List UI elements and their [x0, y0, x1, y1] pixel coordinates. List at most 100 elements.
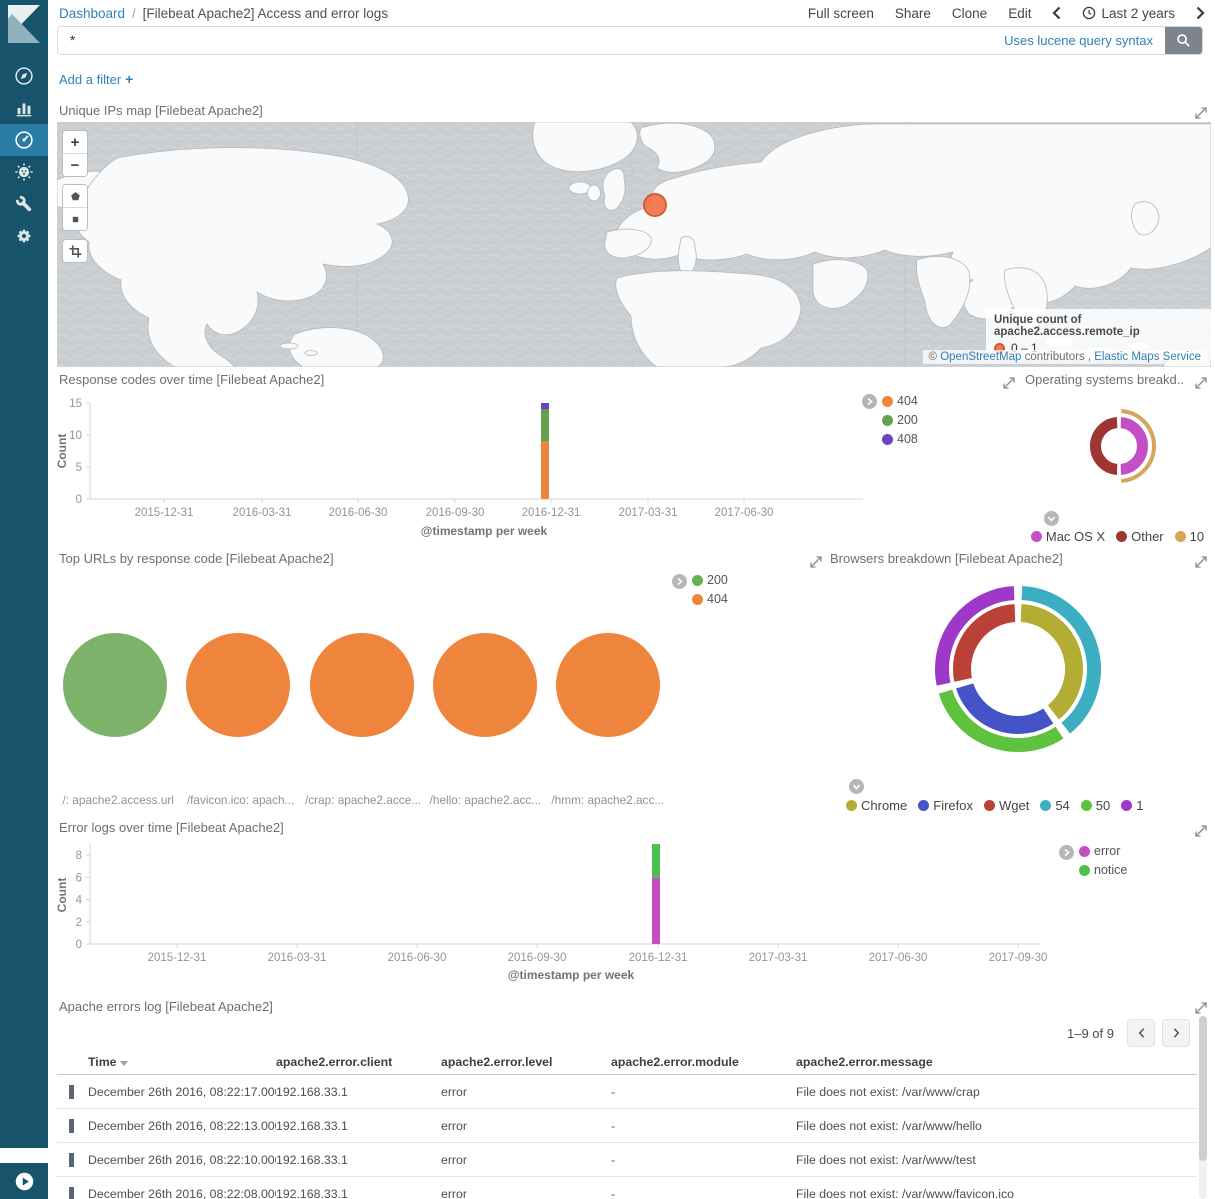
- gear-icon: [13, 225, 35, 247]
- top-urls-expand-icon[interactable]: [810, 555, 822, 567]
- osm-link[interactable]: OpenStreetMap: [940, 351, 1021, 363]
- legend-item-200[interactable]: 200: [882, 413, 918, 427]
- pie-404[interactable]: [556, 633, 660, 737]
- os-legend-toggle[interactable]: [1044, 511, 1059, 531]
- error-logs-expand-icon[interactable]: [1195, 824, 1207, 836]
- browsers-sunburst[interactable]: [932, 582, 1108, 758]
- top-urls-legend-toggle[interactable]: [672, 574, 687, 594]
- unique-ips-map[interactable]: + − Unique count of apache2.access.remot…: [57, 122, 1211, 367]
- column-header-apache2.error.message[interactable]: apache2.error.message: [796, 1055, 1197, 1069]
- column-header-Time[interactable]: Time: [88, 1055, 276, 1069]
- next-page-button[interactable]: [1162, 1019, 1190, 1047]
- row-expand-icon[interactable]: [69, 1153, 74, 1167]
- os-breakdown-expand-icon[interactable]: [1195, 376, 1207, 388]
- pie-404[interactable]: [186, 633, 290, 737]
- prev-page-button[interactable]: [1127, 1019, 1155, 1047]
- legend-item-54[interactable]: 54: [1040, 798, 1069, 813]
- add-filter-plus-icon[interactable]: +: [125, 71, 133, 87]
- error-logs-legend-toggle[interactable]: [1059, 845, 1074, 865]
- collapse-nav-button[interactable]: [0, 1163, 48, 1199]
- lucene-syntax-link[interactable]: Uses lucene query syntax: [1004, 33, 1153, 48]
- legend-item-Firefox[interactable]: Firefox: [918, 798, 973, 813]
- map-marker[interactable]: [644, 194, 666, 216]
- sidebar-item-discover[interactable]: [0, 60, 48, 92]
- sidebar-item-timelion[interactable]: [0, 156, 48, 188]
- response-legend-toggle[interactable]: [862, 394, 877, 414]
- legend-item-Mac OS X[interactable]: Mac OS X: [1031, 529, 1105, 544]
- bar-segment-404[interactable]: [541, 441, 549, 499]
- sidebar-item-devtools[interactable]: [0, 188, 48, 220]
- legend-item-Other[interactable]: Other: [1116, 529, 1164, 544]
- error-logs-chart[interactable]: 024682015-12-312016-03-312016-06-302016-…: [57, 840, 1057, 990]
- time-picker[interactable]: Last 2 years: [1082, 6, 1175, 21]
- zoom-out-button[interactable]: −: [63, 154, 87, 176]
- slice-Other[interactable]: [1089, 416, 1118, 476]
- errors-table-title: Apache errors log [Filebeat Apache2]: [59, 999, 273, 1014]
- clone-button[interactable]: Clone: [952, 6, 987, 21]
- time-back-icon[interactable]: [1052, 6, 1061, 20]
- svg-text:5: 5: [76, 462, 82, 474]
- fit-bounds-button[interactable]: [63, 240, 87, 262]
- pie-404[interactable]: [433, 633, 537, 737]
- legend-item-Wget[interactable]: Wget: [984, 798, 1029, 813]
- table-scrollbar[interactable]: [1199, 1016, 1207, 1199]
- row-expand-icon[interactable]: [69, 1119, 74, 1133]
- table-cell: 192.168.33.1: [276, 1085, 441, 1099]
- breadcrumb-separator: /: [132, 6, 136, 21]
- response-codes-expand-icon[interactable]: [1003, 376, 1015, 388]
- bar-segment-error[interactable]: [652, 877, 660, 944]
- kibana-logo[interactable]: [0, 0, 48, 48]
- legend-item-50[interactable]: 50: [1081, 798, 1110, 813]
- bar-segment-200[interactable]: [541, 409, 549, 441]
- pie-200[interactable]: [63, 633, 167, 737]
- legend-dot: [1121, 800, 1132, 811]
- legend-item-404[interactable]: 404: [882, 394, 918, 408]
- legend-item-404[interactable]: 404: [692, 592, 728, 606]
- zoom-in-button[interactable]: +: [63, 131, 87, 154]
- top-urls-pies[interactable]: [57, 630, 669, 742]
- sidebar-item-visualize[interactable]: [0, 92, 48, 124]
- add-filter-link[interactable]: Add a filter: [59, 72, 121, 87]
- row-expand-icon[interactable]: [69, 1085, 74, 1099]
- os-breakdown-donut[interactable]: [1020, 392, 1215, 507]
- sidebar-item-dashboard[interactable]: [0, 124, 48, 156]
- edit-button[interactable]: Edit: [1008, 6, 1031, 21]
- legend-label: 200: [707, 573, 728, 587]
- share-button[interactable]: Share: [895, 6, 931, 21]
- legend-item-408[interactable]: 408: [882, 432, 918, 446]
- bar-segment-notice[interactable]: [652, 844, 660, 877]
- table-cell: 192.168.33.1: [276, 1153, 441, 1167]
- query-input[interactable]: *: [58, 33, 1004, 48]
- svg-text:0: 0: [76, 939, 82, 951]
- draw-rectangle-button[interactable]: [63, 208, 87, 230]
- bar-segment-408[interactable]: [541, 403, 549, 409]
- legend-item-error[interactable]: error: [1079, 844, 1127, 858]
- legend-item-Chrome[interactable]: Chrome: [846, 798, 907, 813]
- map-expand-icon[interactable]: [1195, 106, 1207, 118]
- errors-table-expand-icon[interactable]: [1195, 1001, 1207, 1013]
- row-expand-icon[interactable]: [69, 1187, 74, 1199]
- column-header-apache2.error.module[interactable]: apache2.error.module: [611, 1055, 796, 1069]
- legend-item-200[interactable]: 200: [692, 573, 728, 587]
- legend-item-1[interactable]: 1: [1121, 798, 1143, 813]
- fullscreen-button[interactable]: Full screen: [808, 6, 874, 21]
- time-forward-icon[interactable]: [1196, 6, 1205, 20]
- ems-link[interactable]: Elastic Maps Service: [1094, 351, 1201, 363]
- draw-polygon-button[interactable]: [63, 185, 87, 208]
- column-header-apache2.error.level[interactable]: apache2.error.level: [441, 1055, 611, 1069]
- top-urls-pie-labels: /: apache2.access.url/favicon.ico: apach…: [57, 793, 669, 807]
- search-button[interactable]: [1165, 27, 1202, 54]
- browsers-legend-toggle[interactable]: [849, 779, 864, 799]
- column-header-apache2.error.client[interactable]: apache2.error.client: [276, 1055, 441, 1069]
- breadcrumb-dashboard[interactable]: Dashboard: [59, 6, 125, 21]
- pie-404[interactable]: [310, 633, 414, 737]
- legend-dot: [1081, 800, 1092, 811]
- scrollbar-thumb[interactable]: [1199, 1016, 1207, 1161]
- legend-item-10[interactable]: 10: [1175, 529, 1204, 544]
- sidebar-item-management[interactable]: [0, 220, 48, 252]
- response-codes-chart[interactable]: 0510152015-12-312016-03-312016-06-302016…: [57, 396, 887, 546]
- legend-item-notice[interactable]: notice: [1079, 863, 1127, 877]
- table-cell: December 26th 2016, 08:22:17.000: [88, 1085, 276, 1099]
- svg-text:2: 2: [76, 917, 82, 929]
- browsers-expand-icon[interactable]: [1195, 555, 1207, 567]
